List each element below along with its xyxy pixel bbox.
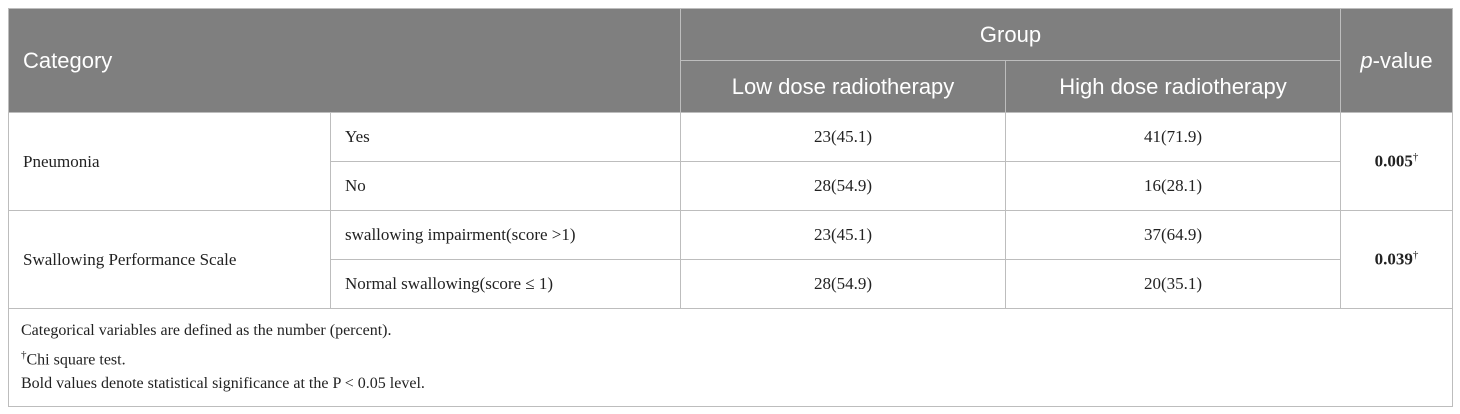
p-value-cell: 0.005† — [1340, 112, 1453, 211]
item-label: swallowing impairment(score >1) — [330, 210, 681, 260]
item-label: No — [330, 161, 681, 211]
low-dose-value: 28(54.9) — [680, 259, 1006, 309]
header-high-dose: High dose radiotherapy — [1005, 60, 1341, 113]
footnote-text: Categorical variables are defined as the… — [21, 322, 392, 339]
high-dose-value: 16(28.1) — [1005, 161, 1341, 211]
table-header: Category Group p-value Low dose radiothe… — [8, 8, 1453, 113]
body-row: Pneumonia Yes 23(45.1) 41(71.9) 0.005† — [8, 112, 1453, 211]
p-value: 0.005 — [1374, 151, 1413, 171]
footnote-text: Chi square test. — [26, 351, 126, 369]
low-dose-value: 23(45.1) — [680, 210, 1006, 260]
body-row: No 28(54.9) 16(28.1) — [9, 161, 1453, 211]
body-row: Swallowing Performance Scale swallowing i… — [8, 210, 1453, 309]
header-group: Group — [680, 8, 1341, 61]
low-dose-value: 23(45.1) — [680, 112, 1006, 162]
item-label: Normal swallowing(score ≤ 1) — [330, 259, 681, 309]
p-value-mark: † — [1412, 249, 1419, 262]
header-category: Category — [8, 8, 681, 113]
footnotes: Categorical variables are defined as the… — [8, 307, 1453, 408]
footnote-text: Bold values denote statistical significa… — [21, 375, 425, 393]
data-table: Category Group p-value Low dose radiothe… — [8, 8, 1453, 408]
header-p-value: p-value — [1340, 8, 1453, 113]
high-dose-value: 37(64.9) — [1005, 210, 1341, 260]
p-rest: -value — [1372, 47, 1433, 73]
p-italic: p — [1360, 47, 1373, 73]
table-body: Pneumonia Yes 23(45.1) 41(71.9) 0.005† No 28(5… — [8, 112, 1453, 408]
body-row: Normal swallowing(score ≤ 1) 28(54.9) 20(3… — [9, 259, 1453, 309]
header-row: Category Group p-value — [8, 8, 1453, 113]
footnote: †Chi square test. — [21, 343, 1440, 372]
footnote: Bold values denote statistical significa… — [21, 372, 1440, 396]
footnote: Categorical variables are defined as the… — [21, 319, 1440, 343]
footnote-mark: † — [21, 349, 27, 361]
header-low-dose: Low dose radiotherapy — [680, 60, 1006, 113]
high-dose-value: 41(71.9) — [1005, 112, 1341, 162]
high-dose-value: 20(35.1) — [1005, 259, 1341, 309]
p-value: 0.039 — [1374, 249, 1413, 269]
p-value-cell: 0.039† — [1340, 210, 1453, 309]
item-label: Yes — [330, 112, 681, 162]
footnote-row: Categorical variables are defined as the… — [8, 307, 1453, 408]
category-cell: Swallowing Performance Scale — [8, 210, 331, 309]
p-value-mark: † — [1412, 151, 1419, 164]
low-dose-value: 28(54.9) — [680, 161, 1006, 211]
category-cell: Pneumonia — [8, 112, 331, 211]
header-row: Low dose radiotherapy High dose radiothe… — [9, 60, 1453, 113]
